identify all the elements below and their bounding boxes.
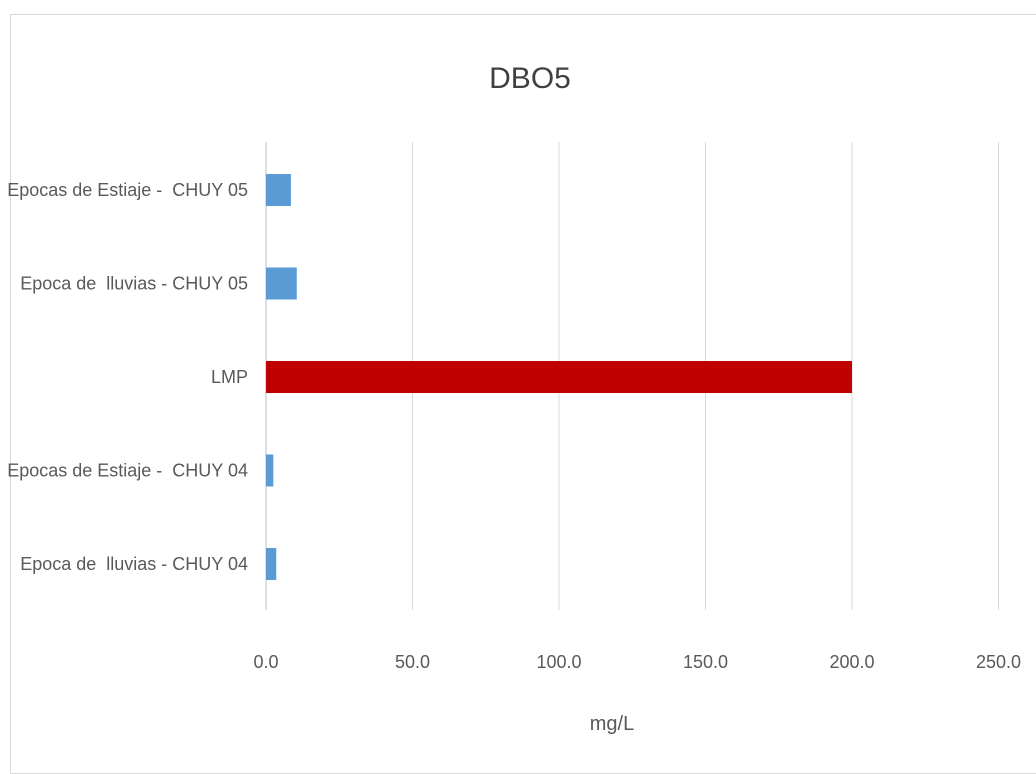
x-tick-label: 250.0 — [976, 652, 1021, 672]
category-label: Epoca de lluvias - CHUY 05 — [20, 274, 248, 294]
x-tick-label: 200.0 — [829, 652, 874, 672]
category-label: Epoca de lluvias - CHUY 04 — [20, 554, 248, 574]
bars — [266, 174, 852, 580]
chart-frame — [10, 14, 1036, 774]
category-label: Epocas de Estiaje - CHUY 04 — [7, 461, 248, 481]
x-axis-title: mg/L — [590, 713, 634, 735]
bar — [266, 267, 297, 300]
tick-labels: 0.0 50.0 100.0 150.0 200.0 250.0 — [253, 652, 1021, 672]
chart-title: DBO5 — [489, 62, 571, 95]
category-label: LMP — [211, 367, 248, 387]
x-tick-label: 50.0 — [395, 652, 430, 672]
bar-chart: DBO5 Epocas de Estiaje - CHUY 05 Epoca de… — [7, 62, 1021, 735]
category-label: Epocas de Estiaje - CHUY 05 — [7, 180, 248, 200]
bar — [266, 548, 277, 580]
category-labels: Epocas de Estiaje - CHUY 05 Epoca de lluv… — [7, 180, 248, 574]
x-tick-label: 150.0 — [683, 652, 728, 672]
bar — [266, 361, 852, 393]
bar — [266, 454, 274, 487]
x-tick-label: 100.0 — [536, 652, 581, 672]
bar — [266, 174, 291, 206]
x-tick-label: 0.0 — [253, 652, 278, 672]
